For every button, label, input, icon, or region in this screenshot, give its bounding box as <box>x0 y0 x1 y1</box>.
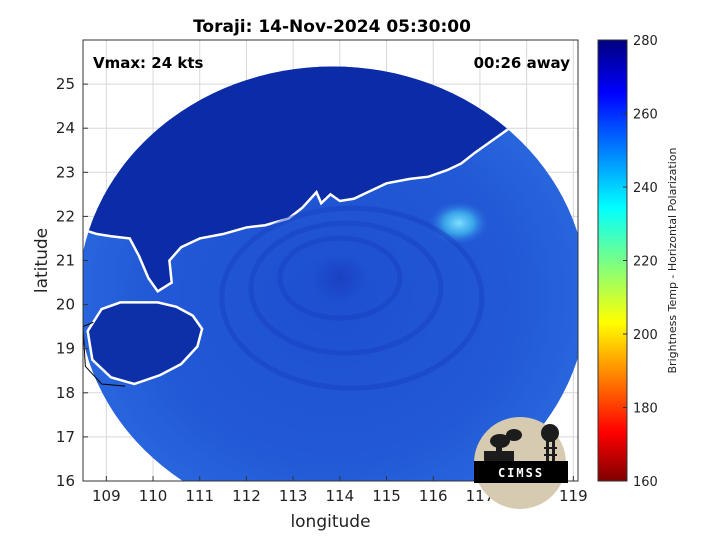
rain-band <box>219 205 485 391</box>
hainan-island <box>86 301 204 386</box>
x-tick-label: 111 <box>185 487 214 505</box>
y-axis-label: latitude <box>32 228 52 293</box>
x-axis-ticks: 109110111112113114115116117118119 <box>92 476 588 505</box>
x-tick-label: 109 <box>92 487 121 505</box>
colorbar: 160 180 200 220 240 260 280 Brightness Temp - … <box>597 34 679 490</box>
rain-bands <box>219 205 485 391</box>
x-tick-label: 115 <box>372 487 401 505</box>
y-tick-label: 23 <box>56 163 75 181</box>
rain-band <box>277 235 403 321</box>
colorbar-gradient <box>597 39 628 482</box>
colorbar-tick-label: 180 <box>633 402 658 417</box>
y-tick-label: 25 <box>56 75 75 93</box>
vmax-annotation: Vmax: 24 kts <box>93 54 203 72</box>
colorbar-tick-label: 260 <box>633 108 658 123</box>
satellite-dish-icon <box>484 429 522 461</box>
x-tick-label: 110 <box>139 487 168 505</box>
colorbar-tick-label: 160 <box>633 475 658 490</box>
coastline <box>83 66 578 294</box>
chart-title: Toraji: 14-Nov-2024 05:30:00 <box>193 17 471 37</box>
colorbar-ticks: 160 180 200 220 240 260 280 <box>623 34 658 490</box>
y-tick-label: 21 <box>56 252 75 270</box>
radar-tower-icon <box>541 424 559 461</box>
y-tick-label: 18 <box>56 384 75 402</box>
x-tick-label: 116 <box>419 487 448 505</box>
y-tick-label: 16 <box>56 472 75 490</box>
cimss-logo: CIMSS <box>474 417 568 509</box>
colorbar-tick-label: 280 <box>633 34 658 49</box>
logo-text: CIMSS <box>498 466 544 480</box>
x-tick-label: 119 <box>559 487 588 505</box>
time-away-annotation: 00:26 away <box>474 54 571 72</box>
hainan-outer-outline <box>83 321 126 387</box>
x-tick-label: 114 <box>326 487 355 505</box>
plot-area: 109110111112113114115116117118119 161718… <box>56 39 588 505</box>
convective-cloud-region <box>428 201 489 246</box>
x-tick-label: 112 <box>232 487 261 505</box>
x-tick-label: 113 <box>279 487 308 505</box>
y-tick-label: 19 <box>56 340 75 358</box>
x-axis-label: longitude <box>290 512 370 532</box>
land-mass-north <box>83 66 578 292</box>
y-tick-label: 22 <box>56 207 75 225</box>
y-axis-ticks: 16 17 18 19 20 21 22 23 24 25 <box>56 75 88 490</box>
rain-band <box>248 220 444 356</box>
colorbar-tick-label: 240 <box>633 181 658 196</box>
colorbar-tick-label: 220 <box>633 255 658 270</box>
colorbar-tick-label: 200 <box>633 328 658 343</box>
colorbar-label: Brightness Temp - Horizontal Polarizatio… <box>666 147 679 373</box>
y-tick-label: 20 <box>56 296 75 314</box>
storm-center <box>311 254 368 303</box>
y-tick-label: 24 <box>56 119 75 137</box>
y-tick-label: 17 <box>56 428 75 446</box>
